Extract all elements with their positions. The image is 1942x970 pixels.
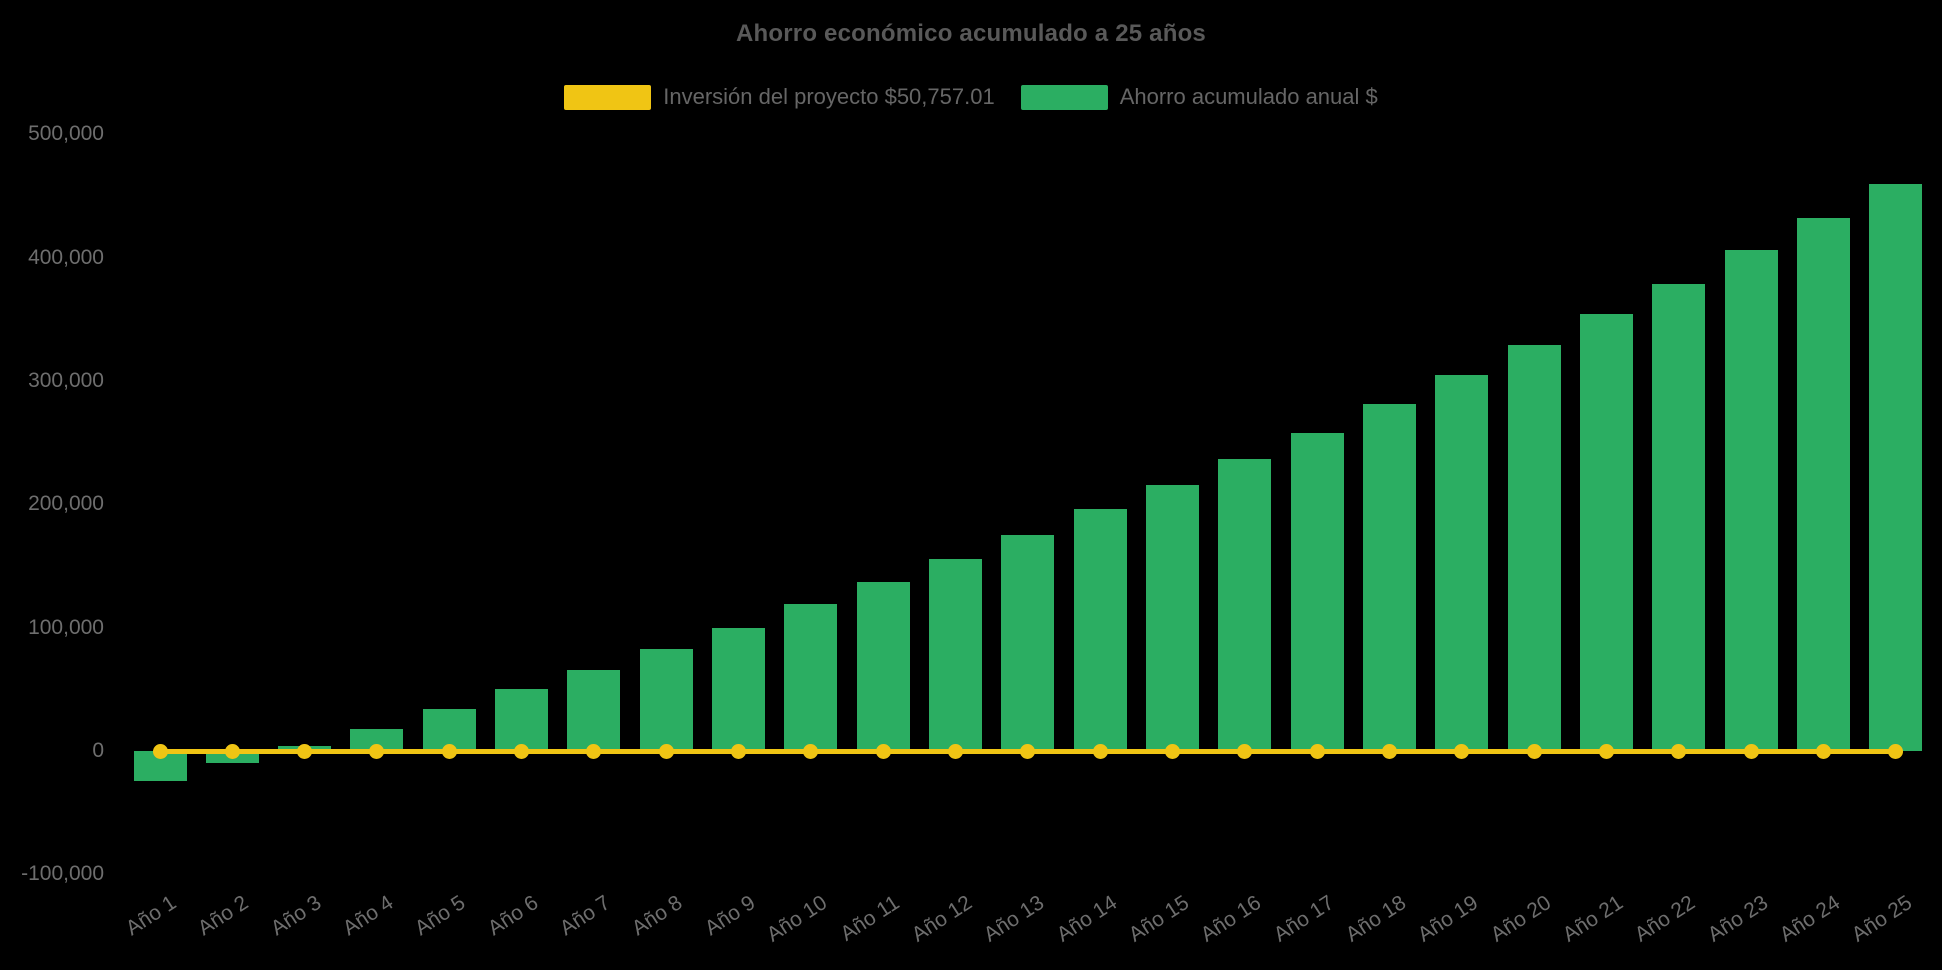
x-axis-label: Año 3 bbox=[266, 891, 326, 941]
investment-line-marker[interactable] bbox=[369, 743, 385, 759]
bar-año-23[interactable] bbox=[1724, 250, 1778, 751]
x-axis-label: Año 15 bbox=[1124, 891, 1194, 947]
x-axis-label: Año 24 bbox=[1775, 891, 1845, 947]
x-axis-label: Año 21 bbox=[1558, 891, 1628, 947]
x-axis-label: Año 7 bbox=[555, 891, 615, 941]
investment-line-marker[interactable] bbox=[1888, 743, 1904, 759]
investment-line-marker[interactable] bbox=[1309, 743, 1325, 759]
bar-año-4[interactable] bbox=[350, 728, 404, 751]
bar-año-16[interactable] bbox=[1218, 458, 1272, 751]
x-axis-label: Año 14 bbox=[1052, 891, 1121, 947]
bar-año-9[interactable] bbox=[712, 627, 766, 751]
y-axis-tick-label: 500,000 bbox=[28, 122, 104, 146]
x-axis-label: Año 13 bbox=[980, 891, 1049, 947]
y-axis-tick-label: 0 bbox=[92, 739, 104, 762]
x-axis-label: Año 25 bbox=[1848, 891, 1917, 947]
x-axis-label: Año 20 bbox=[1486, 891, 1555, 947]
x-axis-label: Año 10 bbox=[763, 891, 832, 947]
investment-line-marker[interactable] bbox=[731, 743, 747, 759]
x-axis-label: Año 18 bbox=[1341, 891, 1411, 947]
bar-año-17[interactable] bbox=[1290, 432, 1344, 751]
investment-line-marker[interactable] bbox=[1454, 743, 1470, 759]
legend-label-savings: Ahorro acumulado anual $ bbox=[1119, 84, 1378, 109]
x-axis-label: Año 6 bbox=[483, 891, 543, 941]
x-axis-label: Año 16 bbox=[1197, 891, 1266, 947]
x-axis-label: Año 2 bbox=[194, 891, 253, 941]
bar-año-21[interactable] bbox=[1580, 314, 1634, 751]
bar-año-22[interactable] bbox=[1652, 283, 1706, 751]
investment-line-marker[interactable] bbox=[297, 743, 313, 759]
investment-line-marker[interactable] bbox=[948, 743, 964, 759]
bar-año-12[interactable] bbox=[929, 558, 983, 751]
x-axis-label: Año 22 bbox=[1631, 891, 1700, 947]
y-axis-tick-label: 200,000 bbox=[28, 492, 104, 516]
investment-line-marker[interactable] bbox=[658, 743, 674, 759]
investment-line-marker[interactable] bbox=[1816, 743, 1832, 759]
investment-line-marker[interactable] bbox=[1165, 743, 1181, 759]
investment-line-marker[interactable] bbox=[1599, 743, 1615, 759]
investment-line-marker[interactable] bbox=[1237, 743, 1253, 759]
bar-año-15[interactable] bbox=[1146, 484, 1200, 751]
legend-swatch-investment-icon bbox=[564, 84, 652, 110]
x-axis-label: Año 1 bbox=[121, 891, 181, 941]
investment-line-marker[interactable] bbox=[586, 743, 602, 759]
investment-line-marker[interactable] bbox=[152, 743, 168, 759]
investment-line-marker[interactable] bbox=[803, 743, 819, 759]
y-axis-tick-label: 100,000 bbox=[28, 615, 104, 639]
investment-line-marker[interactable] bbox=[514, 743, 530, 759]
investment-line-marker[interactable] bbox=[441, 743, 457, 759]
x-axis-label: Año 17 bbox=[1269, 891, 1338, 947]
bar-año-7[interactable] bbox=[567, 669, 621, 751]
bar-año-10[interactable] bbox=[784, 604, 838, 751]
investment-line-marker[interactable] bbox=[224, 743, 240, 759]
chart-title: Ahorro económico acumulado a 25 años bbox=[736, 20, 1206, 47]
investment-line-marker[interactable] bbox=[1526, 743, 1542, 759]
y-axis-tick-label: -100,000 bbox=[21, 862, 104, 886]
bar-año-11[interactable] bbox=[856, 582, 910, 751]
x-axis-label: Año 9 bbox=[700, 891, 760, 941]
investment-line-marker[interactable] bbox=[1382, 743, 1398, 759]
bar-año-6[interactable] bbox=[495, 689, 549, 751]
x-axis-label: Año 4 bbox=[338, 891, 398, 941]
y-axis-tick-label: 300,000 bbox=[28, 369, 104, 392]
investment-line-marker[interactable] bbox=[1743, 743, 1759, 759]
legend-swatch-savings-icon bbox=[1020, 84, 1108, 110]
bar-año-19[interactable] bbox=[1435, 374, 1489, 751]
investment-line-marker[interactable] bbox=[1092, 743, 1108, 759]
bar-año-13[interactable] bbox=[1001, 535, 1055, 751]
y-axis-tick-label: 400,000 bbox=[28, 245, 104, 269]
bar-año-25[interactable] bbox=[1869, 183, 1923, 751]
bar-año-14[interactable] bbox=[1073, 509, 1127, 751]
investment-line-marker[interactable] bbox=[1020, 743, 1036, 759]
x-axis-label: Año 11 bbox=[836, 891, 904, 946]
legend: Inversión del proyecto $50,757.01 Ahorro… bbox=[0, 84, 1942, 110]
x-axis-label: Año 12 bbox=[907, 891, 977, 947]
legend-item-savings[interactable]: Ahorro acumulado anual $ bbox=[1020, 84, 1378, 110]
investment-line-marker[interactable] bbox=[875, 743, 891, 759]
bar-año-20[interactable] bbox=[1507, 345, 1561, 751]
x-axis-label: Año 8 bbox=[628, 891, 687, 941]
bar-año-8[interactable] bbox=[639, 648, 693, 751]
x-axis-label: Año 19 bbox=[1414, 891, 1483, 947]
legend-label-investment: Inversión del proyecto $50,757.01 bbox=[663, 84, 995, 109]
bar-año-24[interactable] bbox=[1797, 218, 1851, 751]
bar-año-18[interactable] bbox=[1363, 404, 1417, 751]
x-axis-label: Año 23 bbox=[1703, 891, 1772, 947]
legend-item-investment[interactable]: Inversión del proyecto $50,757.01 bbox=[564, 84, 995, 110]
investment-line-marker[interactable] bbox=[1671, 743, 1687, 759]
x-axis-label: Año 5 bbox=[411, 891, 470, 941]
